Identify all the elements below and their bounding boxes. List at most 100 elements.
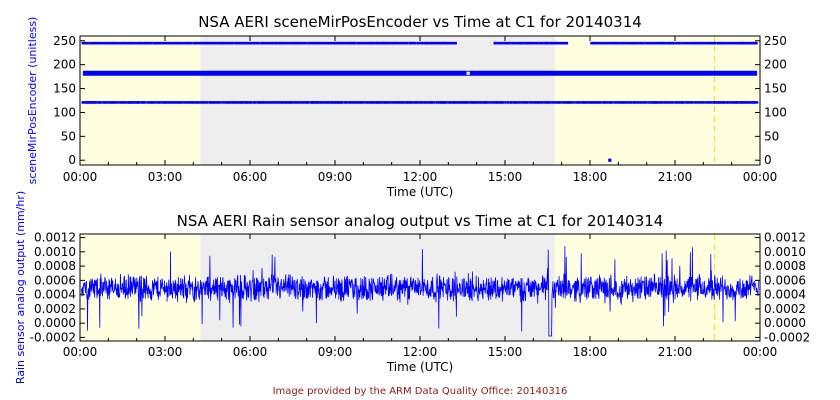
scatter-point — [401, 101, 404, 104]
scatter-point — [614, 41, 617, 45]
scatter-point — [284, 41, 287, 45]
scatter-point — [200, 41, 204, 45]
scatter-point — [288, 41, 291, 45]
scatter-point — [114, 41, 118, 45]
scatter-point — [651, 101, 655, 104]
scatter-point — [291, 41, 295, 45]
scatter-point — [333, 101, 337, 104]
scatter-point — [387, 41, 391, 45]
scatter-point — [445, 101, 448, 104]
scatter-point — [433, 41, 437, 45]
scatter-point — [656, 101, 660, 104]
scatter-point — [302, 41, 305, 45]
scatter-point — [110, 41, 113, 45]
scatter-point — [194, 101, 197, 104]
scatter-point — [215, 41, 218, 45]
scatter-point — [113, 41, 116, 45]
scatter-point — [654, 41, 657, 45]
scatter-point — [596, 101, 599, 104]
scatter-outlier-point — [466, 71, 470, 75]
scatter-point — [406, 101, 410, 104]
scatter-point — [129, 101, 132, 104]
scatter-point — [442, 41, 446, 45]
y-tick-label-right: 0.0006 — [764, 273, 806, 287]
scatter-point — [593, 101, 596, 104]
scatter-point — [443, 101, 447, 104]
scatter-point — [579, 101, 583, 104]
scatter-point — [181, 41, 184, 45]
scatter-point — [752, 101, 755, 104]
scatter-point — [669, 101, 673, 104]
scatter-point — [304, 41, 308, 45]
scatter-point — [493, 41, 497, 45]
scatter-point — [524, 101, 528, 104]
scatter-point — [590, 41, 593, 45]
scatter-point — [319, 41, 323, 45]
scatter-point — [573, 101, 576, 104]
x-tick-label: 18:00 — [573, 345, 608, 359]
scatter-series-group — [81, 41, 759, 162]
scatter-point — [358, 101, 362, 104]
scatter-point — [211, 101, 215, 104]
scatter-point — [154, 41, 158, 45]
scatter-point — [197, 41, 201, 45]
scatter-point — [241, 101, 245, 104]
x-tick-label: 21:00 — [658, 345, 693, 359]
scatter-point — [340, 101, 344, 104]
scatter-point — [237, 41, 241, 45]
scatter-point — [555, 41, 558, 45]
scatter-point — [360, 41, 364, 45]
scatter-point — [668, 41, 671, 45]
scatter-point — [195, 41, 198, 45]
scatter-point — [721, 41, 725, 45]
scatter-point — [239, 41, 243, 45]
scatter-point — [143, 101, 147, 104]
scatter-point — [389, 101, 393, 104]
scatter-point — [319, 101, 323, 104]
scatter-point — [538, 41, 542, 45]
scatter-point — [83, 41, 87, 45]
scatter-point — [536, 41, 539, 45]
scatter-point — [267, 41, 270, 45]
scatter-point — [683, 41, 687, 45]
scatter-point — [279, 101, 283, 104]
scatter-point — [646, 41, 649, 45]
scatter-point — [307, 41, 310, 45]
scatter-point — [370, 101, 373, 104]
scatter-point — [438, 41, 441, 45]
scatter-point — [81, 101, 85, 104]
scatter-point — [293, 101, 297, 104]
scatter-point — [531, 41, 535, 45]
scatter-point — [170, 41, 174, 45]
scatter-point — [124, 101, 128, 104]
y-tick-label: 50 — [61, 129, 76, 143]
scatter-point — [254, 41, 258, 45]
scatter-point — [106, 41, 109, 45]
scatter-point — [564, 41, 567, 45]
scatter-point — [702, 101, 706, 104]
x-tick-label: 12:00 — [403, 345, 438, 359]
x-tick-label: 21:00 — [658, 170, 693, 184]
scatter-point — [501, 101, 505, 104]
scatter-point — [297, 41, 301, 45]
scatter-point — [464, 101, 468, 104]
scatter-point — [707, 101, 710, 104]
scatter-point — [281, 101, 284, 104]
scatter-point — [430, 101, 434, 104]
scatter-point — [88, 101, 91, 104]
scatter-point — [485, 101, 488, 104]
scatter-point — [735, 101, 739, 104]
scatter-point — [286, 101, 290, 104]
scatter-point — [674, 41, 677, 45]
scatter-point — [324, 101, 327, 104]
scatter-point — [256, 101, 260, 104]
x-tick-label: 18:00 — [573, 170, 608, 184]
scatter-point — [335, 41, 339, 45]
scatter-point — [417, 41, 421, 45]
scatter-point — [138, 41, 142, 45]
scatter-point — [575, 101, 579, 104]
scatter-point — [725, 41, 729, 45]
scatter-point — [454, 41, 457, 45]
scatter-point — [660, 101, 663, 104]
scatter-point — [81, 41, 85, 45]
